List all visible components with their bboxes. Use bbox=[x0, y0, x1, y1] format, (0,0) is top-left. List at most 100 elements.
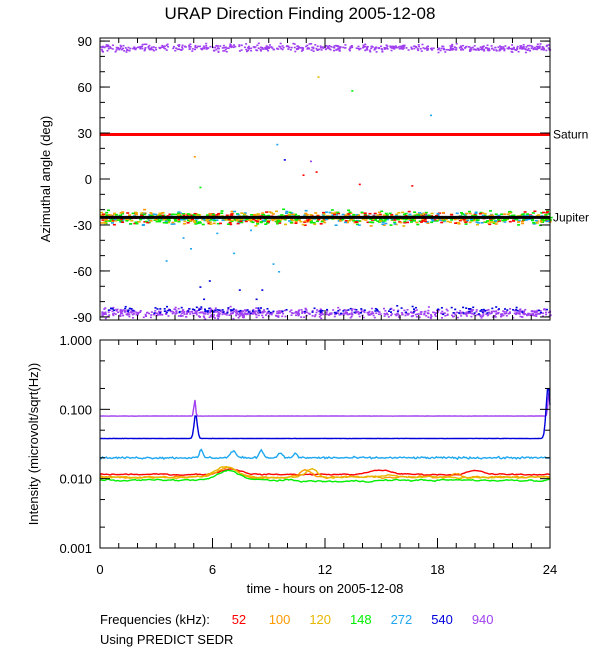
data-point bbox=[498, 49, 501, 52]
data-point bbox=[411, 311, 413, 314]
data-point bbox=[278, 45, 281, 48]
data-point bbox=[204, 308, 206, 311]
data-point bbox=[249, 219, 253, 222]
data-point bbox=[392, 46, 395, 49]
data-point bbox=[468, 46, 471, 48]
data-point bbox=[480, 309, 483, 311]
data-point bbox=[379, 313, 382, 315]
data-point bbox=[462, 313, 465, 315]
legend-item-540: 540 bbox=[431, 612, 453, 627]
data-point bbox=[256, 218, 260, 221]
data-point bbox=[256, 223, 260, 225]
data-point bbox=[259, 48, 262, 51]
data-point bbox=[395, 314, 398, 317]
data-point bbox=[375, 46, 377, 49]
y-tick-label: 1.000 bbox=[59, 333, 92, 348]
data-point bbox=[418, 316, 421, 319]
data-point bbox=[283, 159, 286, 161]
data-point bbox=[353, 311, 356, 314]
data-point bbox=[494, 46, 497, 49]
data-point bbox=[390, 213, 394, 216]
data-point bbox=[493, 315, 496, 317]
data-point bbox=[294, 222, 298, 224]
data-point bbox=[344, 47, 347, 49]
data-point bbox=[160, 212, 164, 214]
data-point bbox=[163, 308, 166, 310]
data-point bbox=[351, 90, 354, 92]
data-point bbox=[491, 307, 494, 310]
data-point bbox=[297, 311, 300, 314]
data-point bbox=[349, 307, 352, 310]
data-point bbox=[481, 311, 484, 313]
data-point bbox=[356, 311, 359, 314]
data-point bbox=[385, 312, 388, 315]
data-point bbox=[401, 47, 404, 50]
data-point bbox=[400, 312, 403, 314]
data-point bbox=[503, 218, 507, 221]
data-point bbox=[188, 214, 192, 216]
data-point bbox=[264, 48, 267, 50]
data-point bbox=[380, 45, 383, 48]
data-point bbox=[184, 218, 188, 220]
data-point bbox=[277, 315, 280, 317]
data-point bbox=[395, 218, 399, 220]
data-point bbox=[228, 222, 232, 224]
data-point bbox=[209, 214, 213, 216]
data-point bbox=[515, 49, 518, 51]
data-point bbox=[107, 209, 110, 212]
data-point bbox=[236, 213, 240, 216]
data-point bbox=[466, 311, 469, 313]
data-point bbox=[486, 314, 489, 317]
data-point bbox=[127, 312, 130, 314]
data-point bbox=[522, 219, 526, 221]
data-point bbox=[480, 222, 484, 224]
data-point bbox=[167, 315, 170, 317]
data-point bbox=[308, 43, 311, 45]
data-point bbox=[172, 223, 176, 225]
data-point bbox=[188, 48, 191, 50]
data-point bbox=[497, 220, 501, 222]
data-point bbox=[226, 310, 229, 312]
data-point bbox=[254, 220, 258, 222]
data-point bbox=[376, 310, 379, 312]
data-point bbox=[449, 47, 452, 49]
data-point bbox=[113, 212, 117, 215]
data-point bbox=[412, 311, 415, 313]
data-point bbox=[271, 213, 275, 215]
data-point bbox=[424, 310, 427, 313]
data-point bbox=[515, 308, 518, 311]
data-point bbox=[279, 46, 282, 48]
data-point bbox=[201, 311, 204, 313]
data-point bbox=[381, 223, 385, 226]
data-point bbox=[293, 43, 296, 45]
data-point bbox=[452, 315, 454, 318]
data-point bbox=[536, 47, 539, 50]
data-point bbox=[526, 213, 530, 215]
data-point bbox=[546, 211, 549, 213]
data-point bbox=[126, 309, 129, 312]
data-point bbox=[154, 307, 157, 309]
data-point bbox=[117, 311, 120, 314]
data-point bbox=[238, 45, 241, 48]
data-point bbox=[458, 312, 460, 314]
data-point bbox=[191, 308, 194, 311]
data-point bbox=[233, 44, 235, 46]
data-point bbox=[512, 309, 515, 311]
data-point bbox=[480, 48, 482, 51]
data-point bbox=[108, 314, 111, 316]
data-point bbox=[195, 313, 198, 316]
data-point bbox=[537, 214, 541, 216]
data-point bbox=[445, 48, 448, 51]
data-point bbox=[230, 46, 233, 49]
data-point bbox=[263, 309, 265, 311]
data-point bbox=[519, 315, 522, 318]
data-point bbox=[174, 49, 177, 52]
data-point bbox=[102, 312, 105, 314]
data-point bbox=[226, 223, 230, 225]
data-point bbox=[128, 49, 131, 52]
data-point bbox=[421, 43, 424, 46]
data-point bbox=[522, 213, 526, 215]
data-point bbox=[466, 219, 470, 222]
series-line-148 bbox=[99, 469, 551, 483]
data-point bbox=[479, 315, 482, 317]
